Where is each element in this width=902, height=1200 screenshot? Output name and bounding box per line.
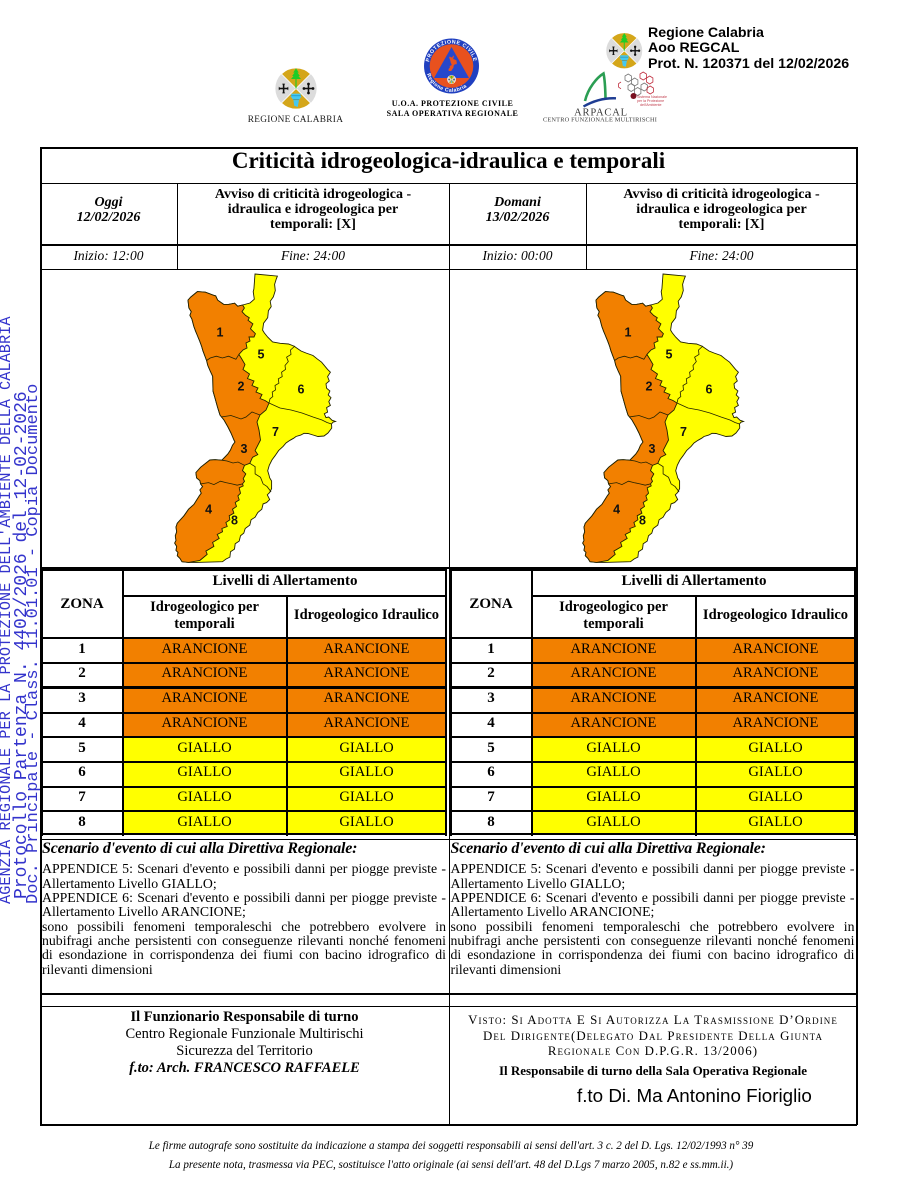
svg-text:per la Protezione: per la Protezione bbox=[637, 99, 664, 103]
svg-text:dell'Ambiente: dell'Ambiente bbox=[640, 103, 661, 107]
svg-text:ARPACAL: ARPACAL bbox=[574, 108, 628, 119]
svg-text:CENTRO FUNZIONALE MULTIRISCHI: CENTRO FUNZIONALE MULTIRISCHI bbox=[543, 117, 657, 124]
svg-text:Sistema Nazionale: Sistema Nazionale bbox=[637, 95, 667, 99]
